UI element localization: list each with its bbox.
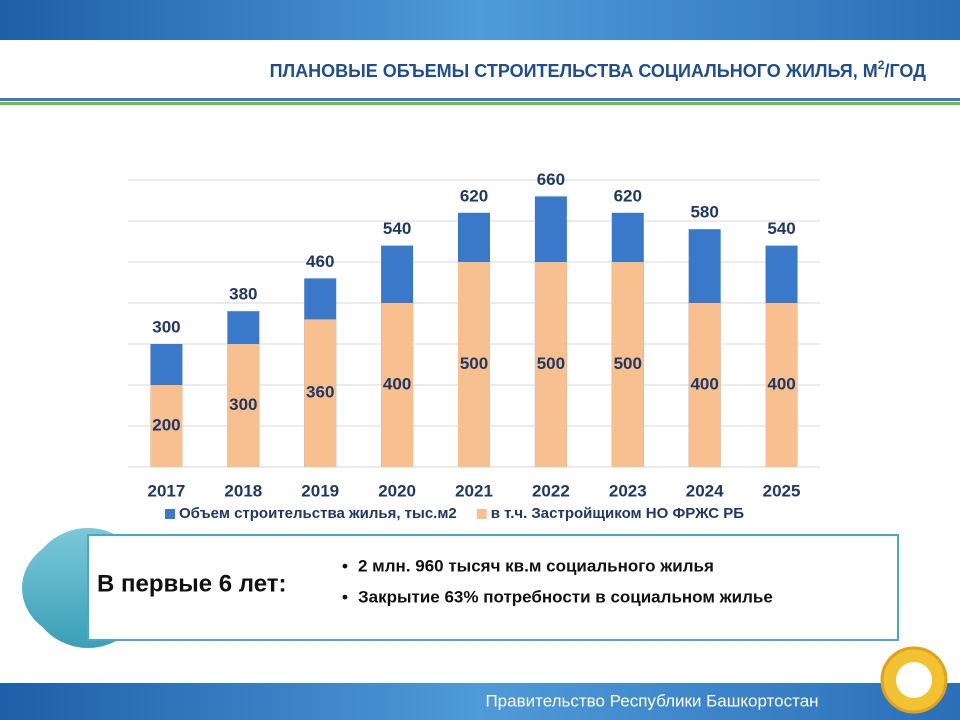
data-label: 400 xyxy=(383,374,411,393)
x-tick-label: 2022 xyxy=(532,481,570,500)
emblem-center xyxy=(896,662,932,698)
data-label: 400 xyxy=(690,374,718,393)
header-line xyxy=(0,98,960,101)
data-label: 360 xyxy=(306,383,334,402)
data-label: 300 xyxy=(229,395,257,414)
x-tick-label: 2023 xyxy=(609,481,647,500)
summary-heading: В первые 6 лет: xyxy=(97,570,287,597)
bar xyxy=(765,303,798,467)
footer-band xyxy=(0,683,960,720)
bullet: • xyxy=(342,556,348,575)
data-label: 620 xyxy=(614,186,642,205)
x-tick-label: 2018 xyxy=(224,481,262,500)
x-tick-label: 2025 xyxy=(763,481,801,500)
header-band xyxy=(0,0,960,40)
x-tick-label: 2020 xyxy=(378,481,416,500)
bar xyxy=(688,303,721,467)
x-tick-label: 2017 xyxy=(148,481,186,500)
bar xyxy=(611,262,644,467)
bar xyxy=(150,385,183,467)
data-label: 500 xyxy=(460,354,488,373)
x-tick-label: 2019 xyxy=(301,481,339,500)
data-label: 500 xyxy=(614,354,642,373)
chart: 2017 300 200 2018 380 300 2019 460 360 2020 540 400… xyxy=(128,170,820,522)
data-label: 460 xyxy=(306,252,334,271)
summary-bullet: 2 млн. 960 тысяч кв.м социального жилья xyxy=(358,556,714,575)
legend-label: Объем строительства жилья, тыс.м2 xyxy=(179,505,457,522)
data-label: 300 xyxy=(152,317,180,336)
bar xyxy=(534,262,567,467)
summary-frame xyxy=(87,534,899,641)
legend-label: в т.ч. Застройщиком НО ФРЖС РБ xyxy=(491,505,744,522)
bar xyxy=(227,344,260,467)
footer-text: Правительство Республики Башкортостан xyxy=(485,691,818,710)
data-label: 400 xyxy=(767,374,795,393)
legend-swatch xyxy=(476,509,487,519)
bar xyxy=(304,319,337,467)
header-line-green xyxy=(0,102,960,105)
data-label: 620 xyxy=(460,186,488,205)
bar xyxy=(458,262,490,467)
data-label: 500 xyxy=(537,354,565,373)
summary-box: В первые 6 лет: • 2 млн. 960 тысяч кв.м … xyxy=(22,528,899,648)
data-label: 540 xyxy=(767,219,795,238)
summary-bullet: Закрытие 63% потребности в социальном жи… xyxy=(358,587,773,606)
bullet: • xyxy=(342,587,348,606)
data-label: 200 xyxy=(152,415,180,434)
x-tick-label: 2024 xyxy=(686,481,724,500)
data-label: 540 xyxy=(383,219,411,238)
legend-swatch xyxy=(165,509,175,519)
bar xyxy=(381,303,414,467)
data-label: 580 xyxy=(690,203,718,222)
chart-title: ПЛАНОВЫЕ ОБЪЕМЫ СТРОИТЕЛЬСТВА СОЦИАЛЬНОГ… xyxy=(270,58,927,81)
data-label: 660 xyxy=(537,170,565,189)
data-label: 380 xyxy=(229,285,257,304)
x-tick-label: 2021 xyxy=(455,481,493,500)
